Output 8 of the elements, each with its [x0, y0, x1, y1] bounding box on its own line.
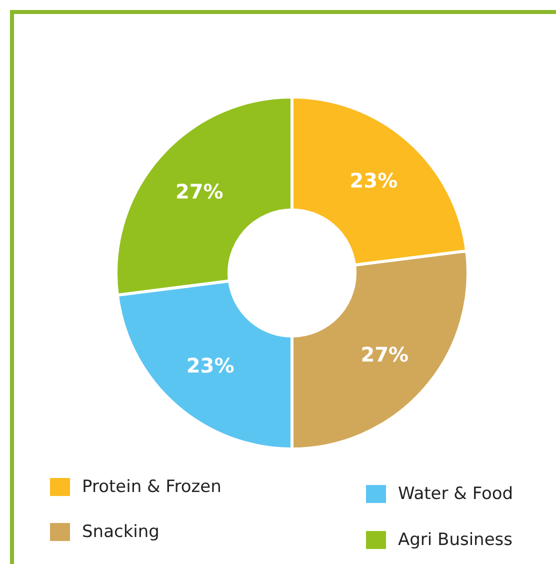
data-label: 27% [360, 342, 409, 367]
legend-label: Water & Food [398, 484, 514, 504]
data-label: 27% [175, 179, 224, 204]
data-label: 23% [186, 354, 234, 378]
legend-label: Snacking [82, 522, 160, 542]
data-label: 23% [350, 168, 398, 192]
legend-label: Protein & Frozen [82, 477, 222, 497]
legend-label: Agri Business [398, 530, 513, 550]
